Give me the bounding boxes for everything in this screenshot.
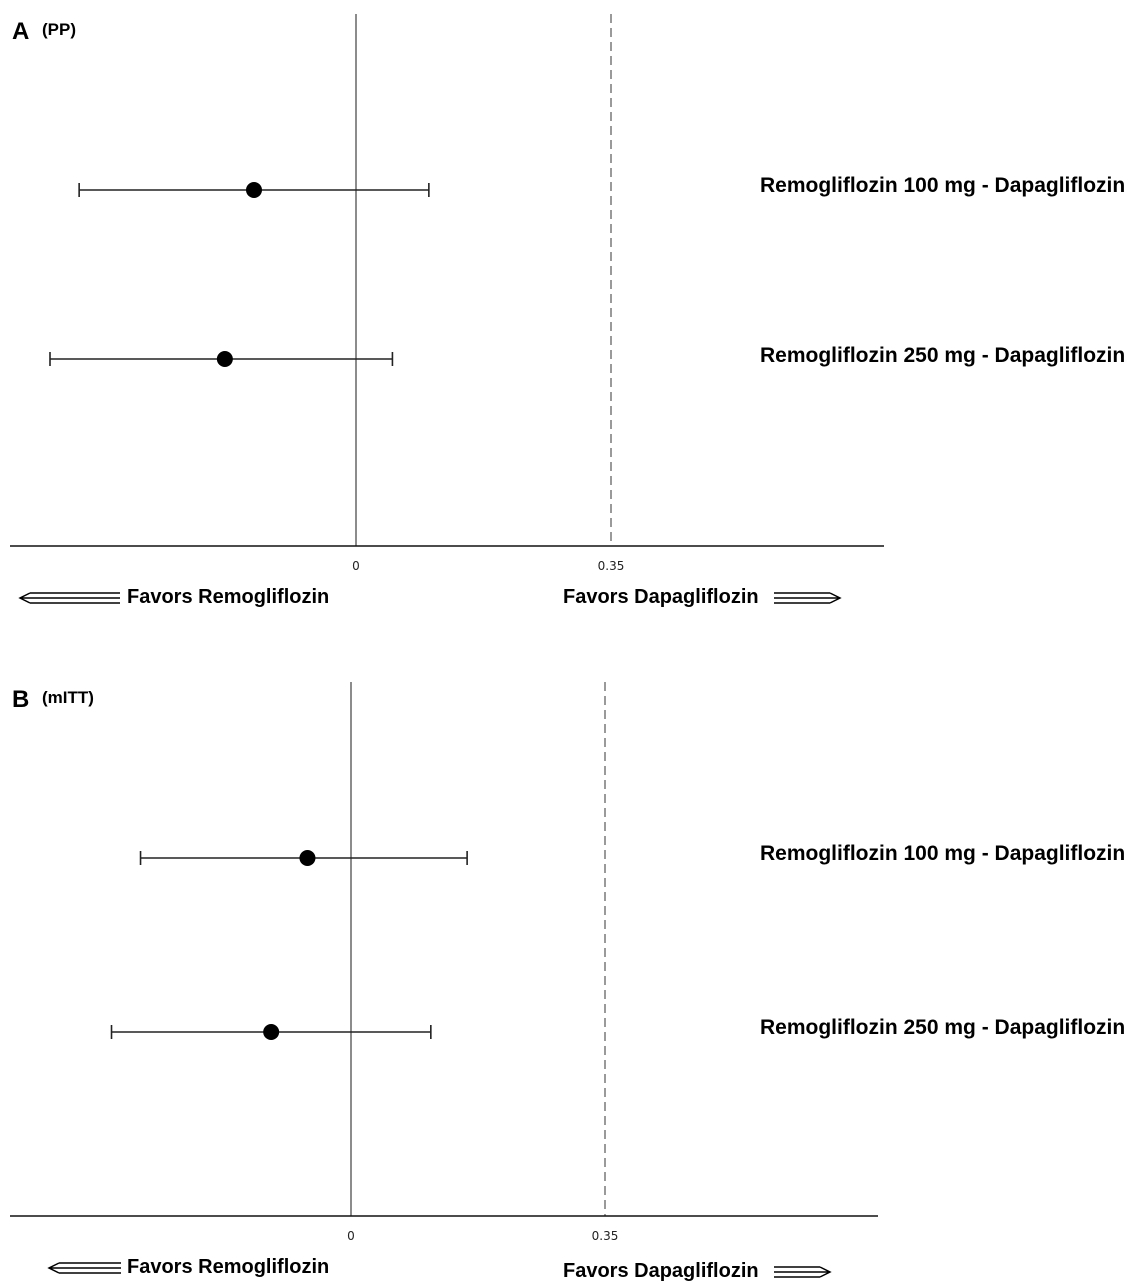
forest-plot-svg: 0 0.35 xyxy=(10,682,878,1243)
forest-plot-panel-b: B (mITT) 0 0.35 Remogliflozin 100 mg - Da… xyxy=(0,668,1148,1284)
right-arrow-icon xyxy=(774,592,842,604)
panel-title: (PP) xyxy=(42,20,76,39)
point-estimate xyxy=(246,182,262,198)
point-estimate xyxy=(299,850,316,866)
forest-plot-svg: 0 0.35 xyxy=(10,14,884,573)
x-tick-label: 0.35 xyxy=(592,1229,619,1243)
panel-letter: A xyxy=(12,18,30,45)
panel-letter: B xyxy=(12,686,30,713)
x-tick-label: 0.35 xyxy=(598,559,625,573)
point-estimate xyxy=(263,1024,280,1040)
right-arrow-icon xyxy=(774,1266,832,1278)
row-label: Remogliflozin 100 mg - Dapagliflozin xyxy=(760,174,1126,197)
row-label: Remogliflozin 250 mg - Dapagliflozin xyxy=(760,344,1126,367)
favors-right-label: Favors Dapagliflozin xyxy=(563,586,759,608)
point-estimate xyxy=(216,351,233,367)
x-tick-label: 0 xyxy=(352,559,360,573)
forest-plot-panel-a: A (PP) 0 0.35 Remogliflozin 100 mg - Dapa… xyxy=(0,0,1148,640)
x-tick-label: 0 xyxy=(347,1229,355,1243)
favors-left-label: Favors Remogliflozin xyxy=(127,586,330,608)
panel-title: (mITT) xyxy=(42,688,94,707)
favors-right-label: Favors Dapagliflozin xyxy=(563,1260,759,1282)
left-arrow-icon xyxy=(47,1262,121,1274)
favors-left-label: Favors Remogliflozin xyxy=(127,1256,330,1278)
row-label: Remogliflozin 100 mg - Dapagliflozin xyxy=(760,842,1126,865)
row-label: Remogliflozin 250 mg - Dapagliflozin xyxy=(760,1016,1126,1039)
left-arrow-icon xyxy=(18,592,120,604)
